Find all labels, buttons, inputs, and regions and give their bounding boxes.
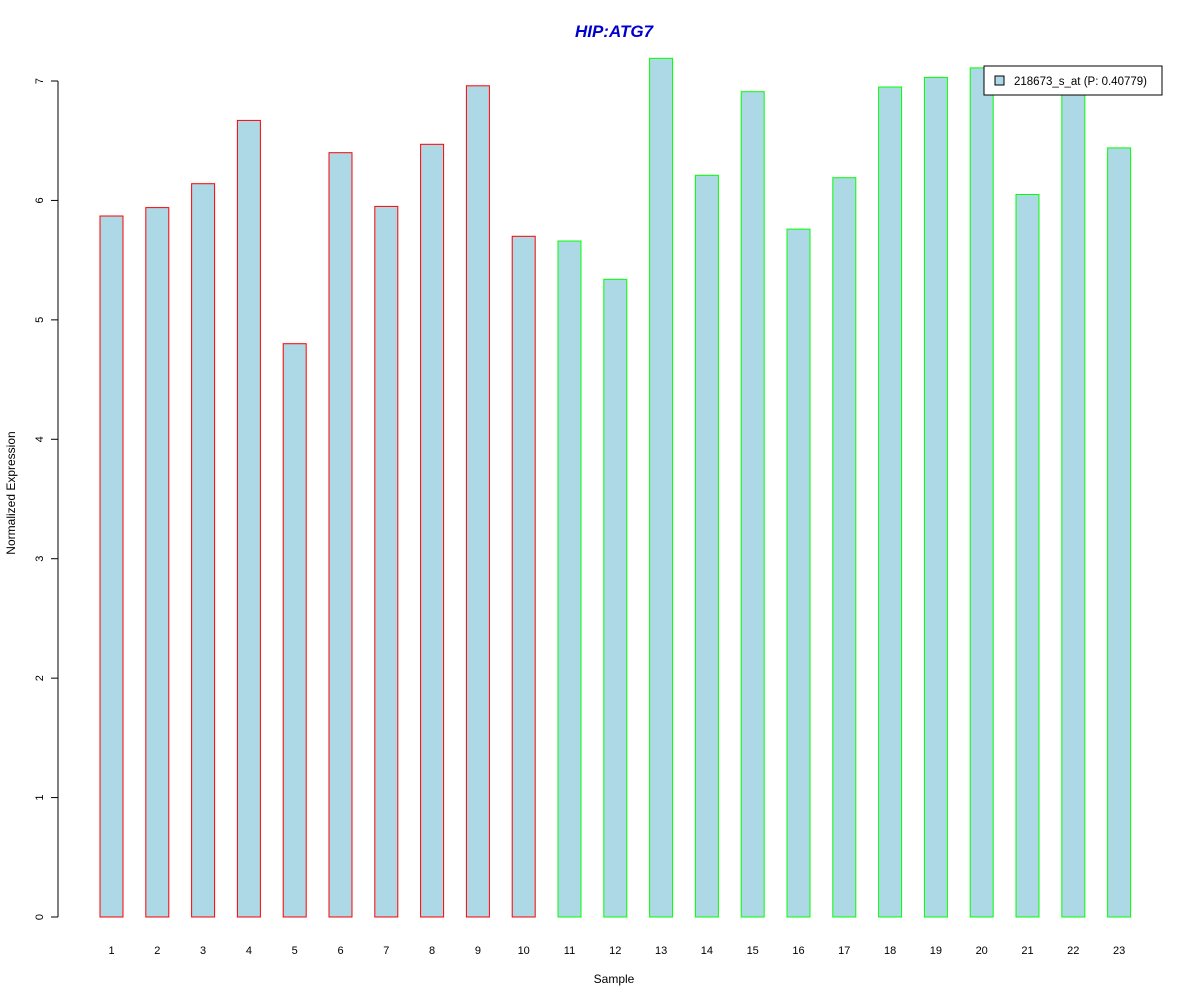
x-tick-label: 18 [884, 945, 896, 957]
y-axis-label: Normalized Expression [4, 431, 18, 554]
bar-sample-8 [420, 143, 445, 918]
legend-box [983, 65, 1163, 96]
bars-group [99, 57, 1132, 918]
bar-sample-3 [191, 183, 216, 918]
y-axis: 0 1 2 3 4 5 6 7 [34, 78, 59, 920]
bar-sample-20 [969, 67, 994, 918]
bar-sample-2 [145, 207, 170, 918]
x-tick-label: 2 [154, 945, 160, 957]
x-tick-label: 9 [475, 945, 481, 957]
x-tick-label: 21 [1021, 945, 1033, 957]
bar-sample-5 [282, 343, 307, 918]
x-tick-label: 12 [609, 945, 621, 957]
bar-sample-12 [603, 278, 628, 918]
bar-sample-23 [1107, 147, 1132, 918]
bar-sample-21 [1015, 194, 1040, 918]
bar-sample-14 [694, 174, 719, 918]
bar-sample-18 [878, 86, 903, 918]
x-tick-label: 20 [976, 945, 988, 957]
bar-sample-22 [1061, 88, 1086, 918]
x-tick-label: 3 [200, 945, 206, 957]
y-tick-label: 1 [34, 795, 46, 801]
x-tick-label: 14 [701, 945, 713, 957]
x-tick-label: 4 [246, 945, 252, 957]
x-tick-labels: 1 2 3 4 5 6 7 8 9 10 11 12 13 14 15 16 17 18 19 20 21 22 23 [108, 945, 1125, 957]
x-tick-label: 15 [747, 945, 759, 957]
x-tick-label: 8 [429, 945, 435, 957]
x-tick-label: 11 [564, 945, 575, 957]
chart-title: HIP:ATG7 [575, 22, 655, 41]
bar-sample-1 [99, 215, 124, 918]
x-tick-label: 1 [108, 945, 114, 957]
legend-swatch [994, 75, 1005, 86]
bar-sample-4 [236, 119, 261, 918]
bar-sample-13 [649, 57, 674, 918]
bar-sample-11 [557, 240, 582, 918]
bar-sample-6 [328, 152, 353, 918]
x-tick-label: 19 [930, 945, 942, 957]
y-tick-label: 2 [34, 675, 46, 681]
x-tick-label: 22 [1067, 945, 1079, 957]
legend: 218673_s_at (P: 0.40779) [983, 65, 1163, 96]
bar-sample-10 [511, 235, 536, 918]
y-tick-label: 0 [34, 914, 46, 920]
x-tick-label: 16 [792, 945, 804, 957]
x-tick-label: 6 [337, 945, 343, 957]
x-axis-label: Sample [594, 972, 635, 986]
bar-sample-19 [923, 76, 948, 918]
x-tick-label: 7 [383, 945, 389, 957]
bar-sample-16 [786, 228, 811, 918]
y-tick-label: 5 [34, 317, 46, 323]
y-tick-label: 6 [34, 197, 46, 203]
x-tick-label: 13 [655, 945, 667, 957]
bar-sample-15 [740, 91, 765, 918]
x-tick-label: 17 [838, 945, 850, 957]
bar-sample-9 [465, 85, 490, 918]
legend-label: 218673_s_at (P: 0.40779) [1014, 76, 1147, 88]
y-tick-label: 4 [34, 436, 46, 442]
bar-sample-17 [832, 177, 857, 918]
y-tick-label: 7 [34, 78, 46, 84]
y-tick-label: 3 [34, 556, 46, 562]
bar-sample-7 [374, 205, 399, 918]
x-tick-label: 23 [1113, 945, 1125, 957]
x-tick-label: 5 [292, 945, 298, 957]
x-tick-label: 10 [518, 945, 530, 957]
